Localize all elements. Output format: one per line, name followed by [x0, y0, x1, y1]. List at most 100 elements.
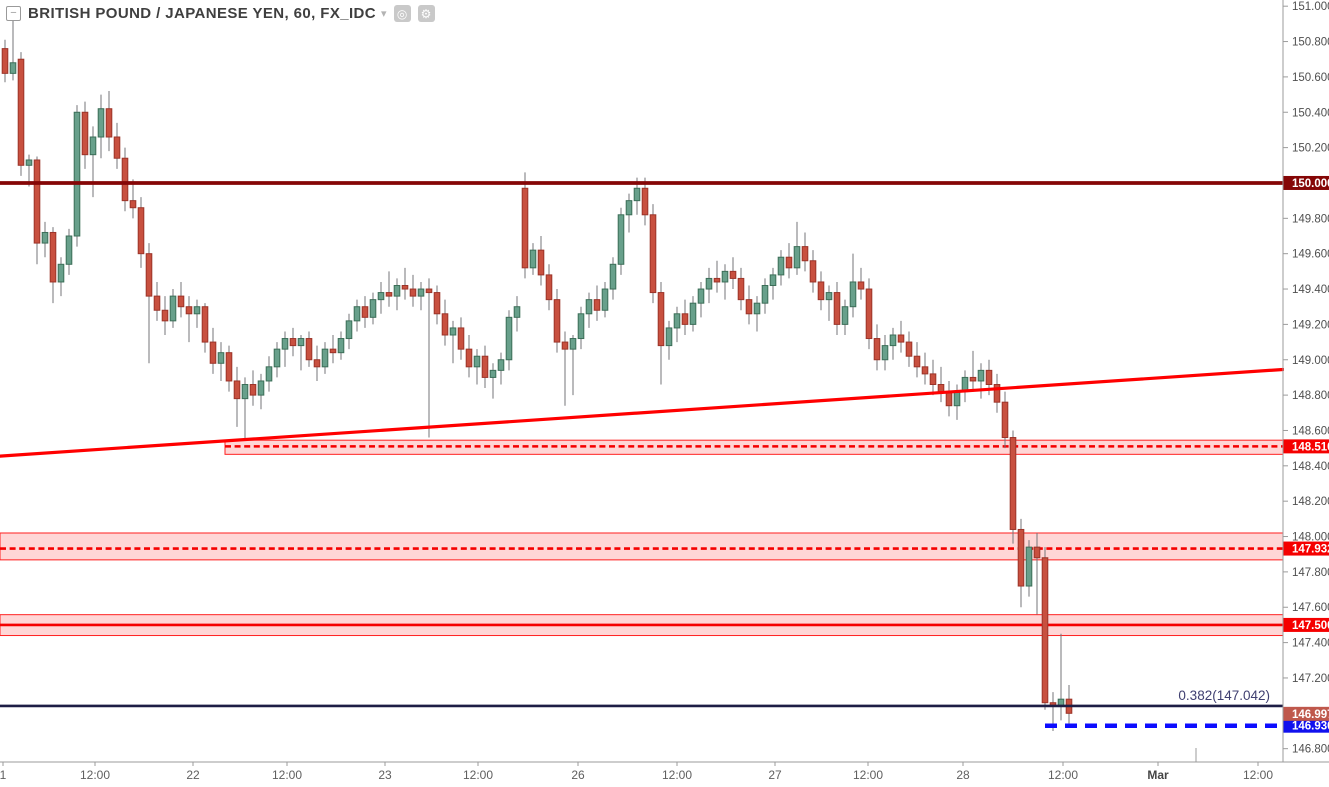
candle-body: [577, 313, 585, 340]
candle: [897, 320, 905, 353]
supply-zone-147932[interactable]: [0, 532, 1284, 561]
time-tick-label: 12:00: [853, 768, 883, 782]
candle: [665, 320, 673, 360]
price-flag-bg: [1283, 175, 1329, 190]
support-level-146930-flag[interactable]: 146.930: [1283, 718, 1329, 733]
candle-body: [297, 338, 305, 347]
candle-body: [89, 136, 97, 156]
candle-body: [289, 338, 297, 347]
candle: [713, 260, 721, 293]
candle: [57, 257, 65, 297]
candle-body: [25, 159, 33, 166]
candle-body: [57, 263, 65, 283]
candle: [41, 221, 49, 258]
last-price-flag[interactable]: 146.997: [1283, 706, 1329, 721]
candle: [649, 204, 657, 304]
candle: [1001, 391, 1009, 449]
candle: [625, 193, 633, 233]
chevron-down-icon[interactable]: ▾: [381, 8, 387, 20]
candle: [321, 342, 329, 374]
candle: [577, 306, 585, 350]
resistance-level-150-flag[interactable]: 150.000: [1283, 175, 1329, 190]
candle-body: [81, 111, 89, 156]
time-tick-label: 1: [0, 768, 7, 782]
candle-body: [481, 355, 489, 378]
candle-body: [745, 299, 753, 315]
candle-body: [1001, 401, 1009, 439]
candle: [1017, 518, 1025, 608]
candle: [569, 335, 577, 396]
candle-body: [249, 384, 257, 396]
candle: [225, 345, 233, 392]
time-tick-label: 12:00: [1243, 768, 1273, 782]
candle-body: [273, 348, 281, 368]
candle: [385, 271, 393, 307]
candle: [97, 94, 105, 159]
candle-body: [193, 306, 201, 315]
candle: [393, 278, 401, 311]
candle: [289, 327, 297, 357]
candle: [601, 281, 609, 318]
candle-body: [129, 200, 137, 209]
candle: [929, 359, 937, 396]
fib-level-0382[interactable]: 0.382(147.042): [0, 688, 1283, 708]
candle: [761, 278, 769, 314]
candle: [265, 356, 273, 392]
candle: [801, 232, 809, 272]
candle-body: [841, 306, 849, 325]
gear-icon[interactable]: ⚙: [417, 5, 435, 22]
visibility-icon[interactable]: ◎: [393, 5, 411, 22]
candle: [777, 250, 785, 286]
price-tick-label: 146.800: [1292, 744, 1329, 756]
candle-body: [177, 295, 185, 308]
candle: [921, 352, 929, 385]
candle-body: [617, 214, 625, 265]
candle: [65, 228, 73, 275]
candle-body: [1033, 546, 1041, 559]
price-tick-label: 147.800: [1292, 567, 1329, 579]
candle-body: [777, 256, 785, 276]
candle-body: [625, 200, 633, 216]
collapse-icon[interactable]: −: [6, 6, 21, 21]
ascending-trendline[interactable]: [0, 367, 1285, 458]
candle: [449, 320, 457, 364]
candles-layer: [1, 15, 1073, 731]
price-tick-label: 150.800: [1292, 37, 1329, 49]
zone-area[interactable]: [0, 532, 1284, 561]
candle: [729, 257, 737, 290]
price-flag-label: 150.000: [1292, 178, 1329, 190]
price-tick-label: 148.200: [1292, 496, 1329, 508]
candle-body: [33, 159, 41, 244]
price-tick-label: 150.600: [1292, 72, 1329, 84]
supply-zone-148510-flag[interactable]: 148.510: [1283, 439, 1329, 454]
candle-body: [825, 292, 833, 301]
candle: [153, 281, 161, 321]
supply-zone-147500-flag[interactable]: 147.500: [1283, 617, 1329, 632]
candle: [193, 299, 201, 328]
candle: [489, 363, 497, 399]
time-tick-label: 12:00: [272, 768, 302, 782]
supply-zone-147932-flag[interactable]: 147.932: [1283, 541, 1329, 556]
time-axis-ticks[interactable]: 1 12:00 22 12:00 23 12:00 26 12:00 27 12:00 28 12:0…: [0, 748, 1273, 782]
candle-body: [969, 376, 977, 382]
time-tick-label: 23: [378, 768, 392, 782]
candle-body: [465, 348, 473, 368]
candle-body: [641, 187, 649, 216]
candle: [313, 345, 321, 381]
candle: [345, 313, 353, 350]
candle-body: [681, 313, 689, 325]
price-tick-label: 148.000: [1292, 532, 1329, 544]
price-tick-label: 150.200: [1292, 143, 1329, 155]
candle-body: [545, 274, 553, 301]
supply-zone-148510[interactable]: [224, 439, 1284, 455]
candle-body: [409, 288, 417, 297]
candle-body: [345, 320, 353, 340]
candle-body: [713, 277, 721, 283]
symbol-title: BRITISH POUND / JAPANESE YEN, 60, FX_IDC: [28, 5, 377, 22]
candle-body: [497, 359, 505, 371]
supply-zone-147500[interactable]: [0, 614, 1284, 637]
candle-body: [937, 384, 945, 393]
candle: [705, 267, 713, 304]
